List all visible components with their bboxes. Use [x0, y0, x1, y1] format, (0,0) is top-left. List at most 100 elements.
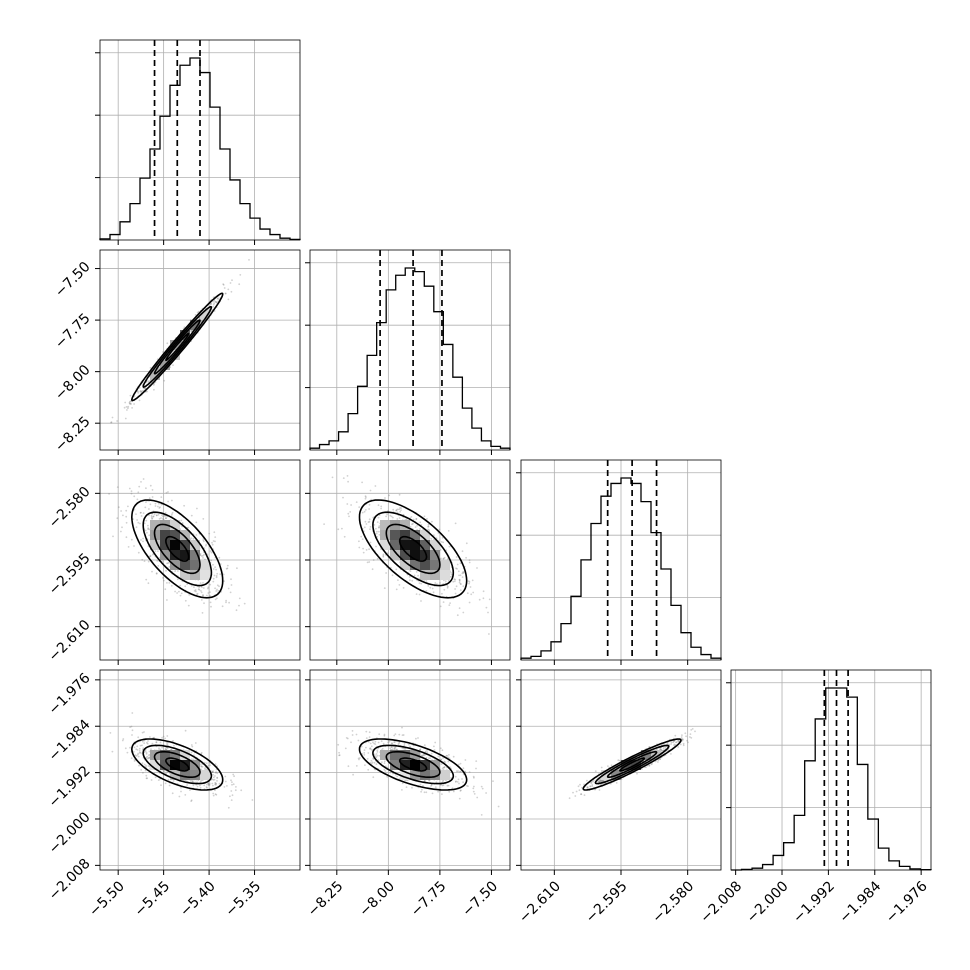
- sample-point: [342, 477, 345, 479]
- sample-point: [431, 587, 434, 590]
- sample-point: [402, 747, 405, 750]
- sample-point: [214, 782, 217, 785]
- sample-point: [148, 528, 151, 531]
- y-tick-label: −1.976: [46, 670, 94, 718]
- sample-point: [146, 757, 149, 760]
- sample-point: [362, 547, 364, 550]
- sample-point: [125, 515, 128, 518]
- sample-point: [196, 785, 199, 788]
- sample-point: [214, 789, 216, 792]
- sample-point: [598, 779, 601, 782]
- contour-1: [594, 744, 670, 785]
- sample-point: [165, 491, 168, 494]
- sample-point: [471, 579, 474, 582]
- sample-point: [393, 741, 395, 743]
- sample-point: [367, 521, 370, 523]
- sample-point: [382, 554, 385, 557]
- sample-point: [140, 515, 143, 517]
- sample-point: [441, 749, 444, 752]
- sample-point: [456, 567, 458, 570]
- sample-point: [408, 743, 410, 746]
- sample-point: [144, 529, 147, 532]
- sample-point: [139, 751, 142, 754]
- density-cell: [150, 370, 160, 380]
- sample-point: [400, 509, 402, 511]
- sample-point: [212, 770, 214, 773]
- sample-point: [368, 508, 370, 510]
- contour-0: [130, 499, 224, 599]
- sample-point: [453, 578, 456, 581]
- sample-point: [442, 601, 445, 603]
- sample-point: [132, 750, 135, 753]
- sample-point: [331, 476, 334, 479]
- density-cell: [180, 560, 190, 570]
- sample-point: [419, 748, 422, 751]
- sample-point: [122, 514, 124, 517]
- sample-point: [163, 770, 166, 772]
- sample-point: [589, 785, 592, 788]
- histogram-3: [731, 687, 932, 871]
- sample-point: [147, 527, 150, 529]
- sample-point: [363, 754, 366, 756]
- sample-point: [359, 757, 361, 759]
- sample-point: [216, 597, 218, 600]
- sample-point: [447, 760, 450, 763]
- sample-point: [415, 737, 417, 740]
- sample-point: [412, 518, 415, 521]
- sample-point: [138, 387, 141, 389]
- sample-point: [143, 731, 145, 733]
- sample-point: [203, 768, 206, 770]
- sample-point: [458, 580, 461, 582]
- sample-point: [148, 534, 151, 537]
- sample-point: [207, 764, 210, 767]
- sample-point: [360, 745, 363, 748]
- sample-point: [146, 741, 148, 744]
- density-cell: [190, 560, 200, 570]
- sample-point: [176, 578, 179, 581]
- sample-point: [380, 507, 382, 510]
- sample-point: [434, 582, 437, 584]
- sample-point: [187, 526, 190, 529]
- sample-point: [223, 580, 226, 582]
- sample-point: [214, 763, 217, 766]
- sample-point: [578, 789, 581, 792]
- sample-point: [421, 754, 424, 757]
- sample-point: [205, 544, 207, 547]
- sample-point: [654, 760, 657, 763]
- sample-point: [160, 503, 163, 506]
- sample-point: [454, 522, 457, 525]
- contour-3: [165, 757, 190, 772]
- sample-point: [361, 481, 363, 484]
- sample-point: [440, 758, 442, 761]
- sample-point: [240, 789, 243, 792]
- sample-point: [224, 292, 227, 295]
- density-cell: [200, 570, 210, 580]
- sample-point: [456, 781, 459, 783]
- sample-point: [126, 751, 129, 754]
- sample-point: [135, 748, 138, 751]
- density-cell: [420, 570, 430, 580]
- sample-point: [202, 540, 205, 543]
- sample-point: [111, 416, 114, 419]
- sample-point: [205, 768, 207, 771]
- sample-point: [148, 754, 150, 756]
- x-tick-label: −1.992: [790, 878, 838, 926]
- sample-point: [480, 785, 483, 788]
- x-tick-label: −1.984: [836, 878, 884, 926]
- sample-point: [133, 746, 136, 749]
- sample-point: [679, 743, 682, 746]
- sample-point: [227, 298, 230, 301]
- sample-point: [372, 559, 375, 561]
- sample-point: [164, 782, 167, 785]
- density-cell: [180, 770, 190, 780]
- sample-point: [443, 766, 445, 769]
- sample-point: [361, 538, 364, 540]
- density-cell: [200, 310, 210, 320]
- sample-point: [367, 768, 370, 771]
- sample-point: [472, 591, 475, 594]
- sample-point: [346, 475, 349, 477]
- sample-point: [209, 601, 212, 604]
- sample-point: [212, 779, 215, 781]
- sample-point: [212, 577, 215, 580]
- sample-point: [373, 753, 376, 756]
